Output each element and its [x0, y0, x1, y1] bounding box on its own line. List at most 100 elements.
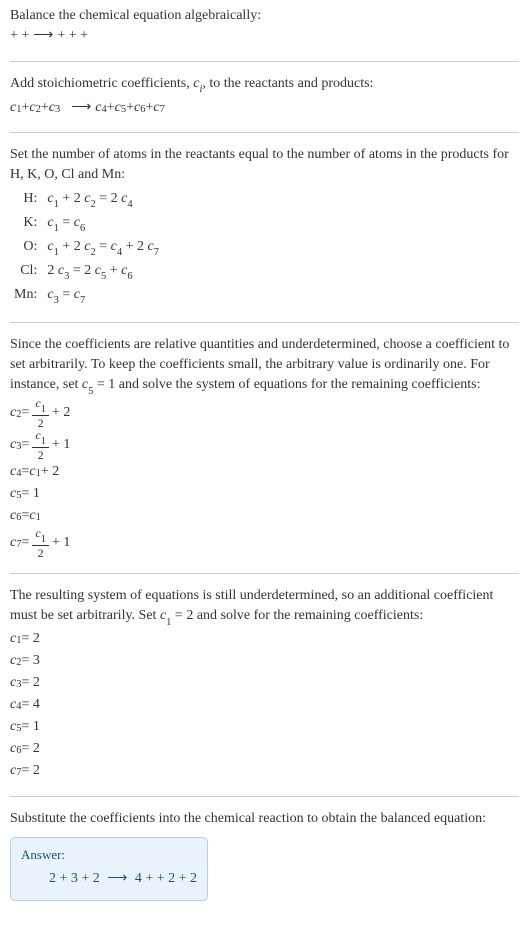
choose-equations: c2 = c12 + 2 c3 = c12 + 1 c4 = c1 + 2 c5… — [10, 397, 519, 559]
text: = — [59, 215, 74, 230]
coef-sub: 1 — [41, 534, 46, 545]
plus: + — [146, 98, 154, 118]
intro-line1: Balance the chemical equation algebraica… — [10, 6, 519, 26]
answer-equation: 2 + 3 + 2 ⟶ 4 + + 2 + 2 — [21, 869, 197, 889]
coef-sub: 7 — [160, 102, 165, 117]
text: + 1 — [52, 533, 70, 553]
coef-sub: 1 — [16, 102, 21, 117]
coef: c — [147, 239, 153, 254]
coef-sub: 2 — [16, 407, 21, 422]
table-row: Mn: c3 = c7 — [10, 284, 163, 308]
coef-sub: 6 — [140, 102, 145, 117]
element-label: Cl: — [10, 260, 43, 284]
coef: c — [35, 428, 40, 442]
under-equations: c1 = 2 c2 = 3 c3 = 2 c4 = 4 c5 = 1 c6 = … — [10, 628, 519, 782]
stoich-text: Add stoichiometric coefficients, ci, to … — [10, 74, 519, 96]
coef-sub: 5 — [88, 386, 93, 397]
text: + 2 — [59, 239, 84, 254]
text: = — [21, 403, 29, 423]
coef: c — [74, 287, 80, 302]
element-label: H: — [10, 188, 43, 212]
text: = — [21, 435, 29, 455]
text: = 1 — [21, 717, 39, 737]
equation-cell: c1 + 2 c2 = 2 c4 — [43, 188, 163, 212]
text: = — [21, 506, 29, 526]
divider — [10, 322, 519, 323]
text: = 2 — [21, 739, 39, 759]
coef-sub: 4 — [16, 699, 21, 714]
coef: c — [47, 215, 53, 230]
coef-sub: 5 — [121, 102, 126, 117]
answer-lhs: 2 + 3 + 2 — [49, 871, 103, 886]
under-para: The resulting system of equations is sti… — [10, 586, 519, 628]
element-label: O: — [10, 236, 43, 260]
text: = 2 — [21, 673, 39, 693]
text: = 2 — [69, 263, 94, 278]
text: = 1 and solve the system of equations fo… — [93, 377, 480, 392]
coef-sub: 7 — [80, 295, 85, 306]
table-row: K: c1 = c6 — [10, 212, 163, 236]
coef-sub: 5 — [16, 488, 21, 503]
stoich-equation: c1 + c2 + c3 ⟶ c4 + c5 + c6 + c7 — [10, 98, 519, 118]
text: = 2 — [96, 191, 121, 206]
coef-sub: 4 — [127, 199, 132, 210]
coef-sub: 1 — [36, 466, 41, 481]
table-row: Cl: 2 c3 = 2 c5 + c6 — [10, 260, 163, 284]
coef-sub: 3 — [64, 271, 69, 282]
equation-line: c3 = 2 — [10, 672, 519, 694]
arrow-icon: ⟶ — [103, 871, 131, 886]
equation-line: c4 = c1 + 2 — [10, 461, 519, 483]
coef-sub: 1 — [166, 617, 171, 628]
coef-sub: 5 — [16, 721, 21, 736]
coef-sub: 3 — [16, 439, 21, 454]
atoms-intro: Set the number of atoms in the reactants… — [10, 145, 519, 186]
equation-cell: c3 = c7 — [43, 284, 163, 308]
coef-sub: 1 — [54, 223, 59, 234]
coef: c — [35, 396, 40, 410]
element-label: Mn: — [10, 284, 43, 308]
table-row: H: c1 + 2 c2 = 2 c4 — [10, 188, 163, 212]
divider — [10, 61, 519, 62]
answer-rhs: 4 + + 2 + 2 — [135, 871, 197, 886]
coef-sub: 1 — [54, 199, 59, 210]
equation-line: c1 = 2 — [10, 628, 519, 650]
text: 2 — [47, 263, 58, 278]
equation-line: c3 = c12 + 1 — [10, 429, 519, 461]
intro-equation: + + ⟶ + + + — [10, 26, 519, 46]
stoich-text-a: Add stoichiometric coefficients, — [10, 76, 193, 91]
ci-sub: i — [199, 84, 202, 95]
equation-line: c6 = c1 — [10, 505, 519, 527]
coef-sub: 4 — [102, 102, 107, 117]
coef: c — [111, 239, 117, 254]
stoich-text-b: , to the reactants and products: — [202, 76, 373, 91]
denominator: 2 — [35, 448, 47, 461]
equation-line: c4 = 4 — [10, 694, 519, 716]
equation-cell: c1 + 2 c2 = c4 + 2 c7 — [43, 236, 163, 260]
equation-line: c5 = 1 — [10, 716, 519, 738]
coef-sub: 4 — [16, 466, 21, 481]
text: = — [59, 287, 74, 302]
coef: c — [35, 526, 40, 540]
equation-line: c2 = c12 + 2 — [10, 397, 519, 429]
equation-line: c7 = c12 + 1 — [10, 527, 519, 559]
plus: + — [41, 98, 49, 118]
atoms-table: H: c1 + 2 c2 = 2 c4 K: c1 = c6 O: c1 + 2… — [10, 188, 163, 308]
text: + 2 — [59, 191, 84, 206]
coef-sub: 4 — [117, 247, 122, 258]
coef-sub: 3 — [54, 295, 59, 306]
equation-cell: c1 = c6 — [43, 212, 163, 236]
coef-sub: 6 — [127, 271, 132, 282]
divider — [10, 796, 519, 797]
fraction: c12 — [32, 397, 49, 429]
element-label: K: — [10, 212, 43, 236]
fraction: c12 — [32, 429, 49, 461]
coef-sub: 7 — [16, 765, 21, 780]
coef-sub: 2 — [16, 655, 21, 670]
intro-lhs: + + — [10, 26, 29, 46]
equation-line: c2 = 3 — [10, 650, 519, 672]
coef-sub: 1 — [41, 404, 46, 415]
coef: c — [47, 239, 53, 254]
coef-sub: 3 — [16, 677, 21, 692]
text: = 2 and solve for the remaining coeffici… — [171, 608, 423, 623]
arrow-icon: ⟶ — [67, 98, 95, 118]
